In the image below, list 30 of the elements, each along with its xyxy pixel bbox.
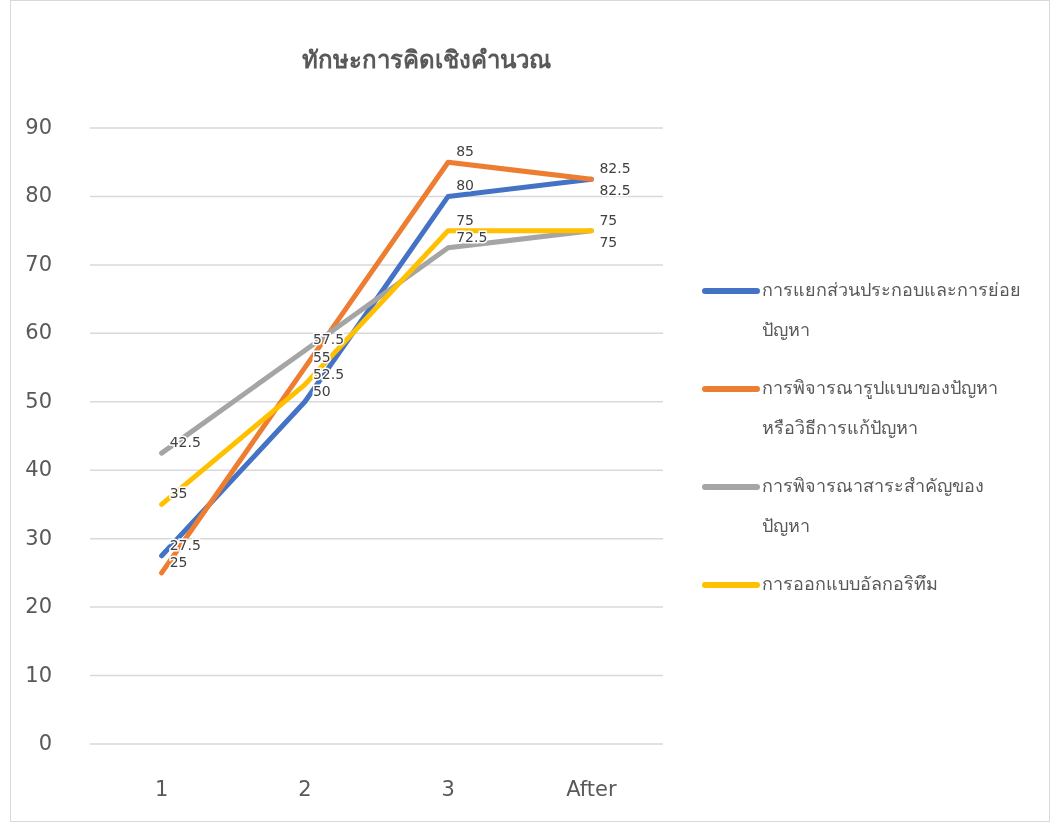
data-label: 80 — [456, 177, 474, 194]
chart-title: ทักษะการคิดเชิงคำนวณ — [302, 46, 551, 74]
legend-label: การพิจารณาสาระสำคัญของปัญหา — [762, 475, 984, 536]
x-tick-label: After — [566, 777, 617, 801]
y-tick-label: 50 — [25, 388, 52, 413]
y-tick-label: 70 — [25, 251, 52, 276]
data-label: 75 — [599, 211, 618, 228]
y-tick-label: 0 — [38, 731, 52, 755]
y-tick-label: 20 — [25, 594, 52, 619]
data-label: 72.5 — [456, 228, 488, 245]
data-label: 42.5 — [169, 434, 201, 451]
x-tick-label: 3 — [441, 777, 455, 801]
legend-label: การออกแบบอัลกอริทึม — [762, 573, 938, 594]
y-tick-label: 90 — [25, 115, 52, 139]
data-label: 25 — [169, 553, 188, 570]
y-tick-label: 80 — [25, 183, 52, 208]
data-label: 50 — [312, 382, 331, 399]
legend-label: การแยกส่วนประกอบและการย่อยปัญหา — [762, 279, 1021, 340]
y-tick-label: 30 — [25, 525, 52, 550]
y-tick-label: 10 — [25, 662, 52, 687]
y-tick-label: 40 — [25, 457, 52, 482]
data-label: 75 — [599, 233, 618, 250]
data-label: 82.5 — [599, 160, 631, 177]
y-tick-label: 60 — [25, 320, 52, 345]
x-tick-label: 2 — [298, 777, 312, 801]
x-tick-label: 1 — [154, 777, 169, 801]
data-label: 82.5 — [599, 182, 631, 199]
data-label: 75 — [456, 211, 474, 228]
data-label: 85 — [456, 143, 474, 160]
legend-label: การพิจารณารูปแบบของปัญหาหรือวิธีการแก้ปัญหา — [762, 377, 998, 438]
